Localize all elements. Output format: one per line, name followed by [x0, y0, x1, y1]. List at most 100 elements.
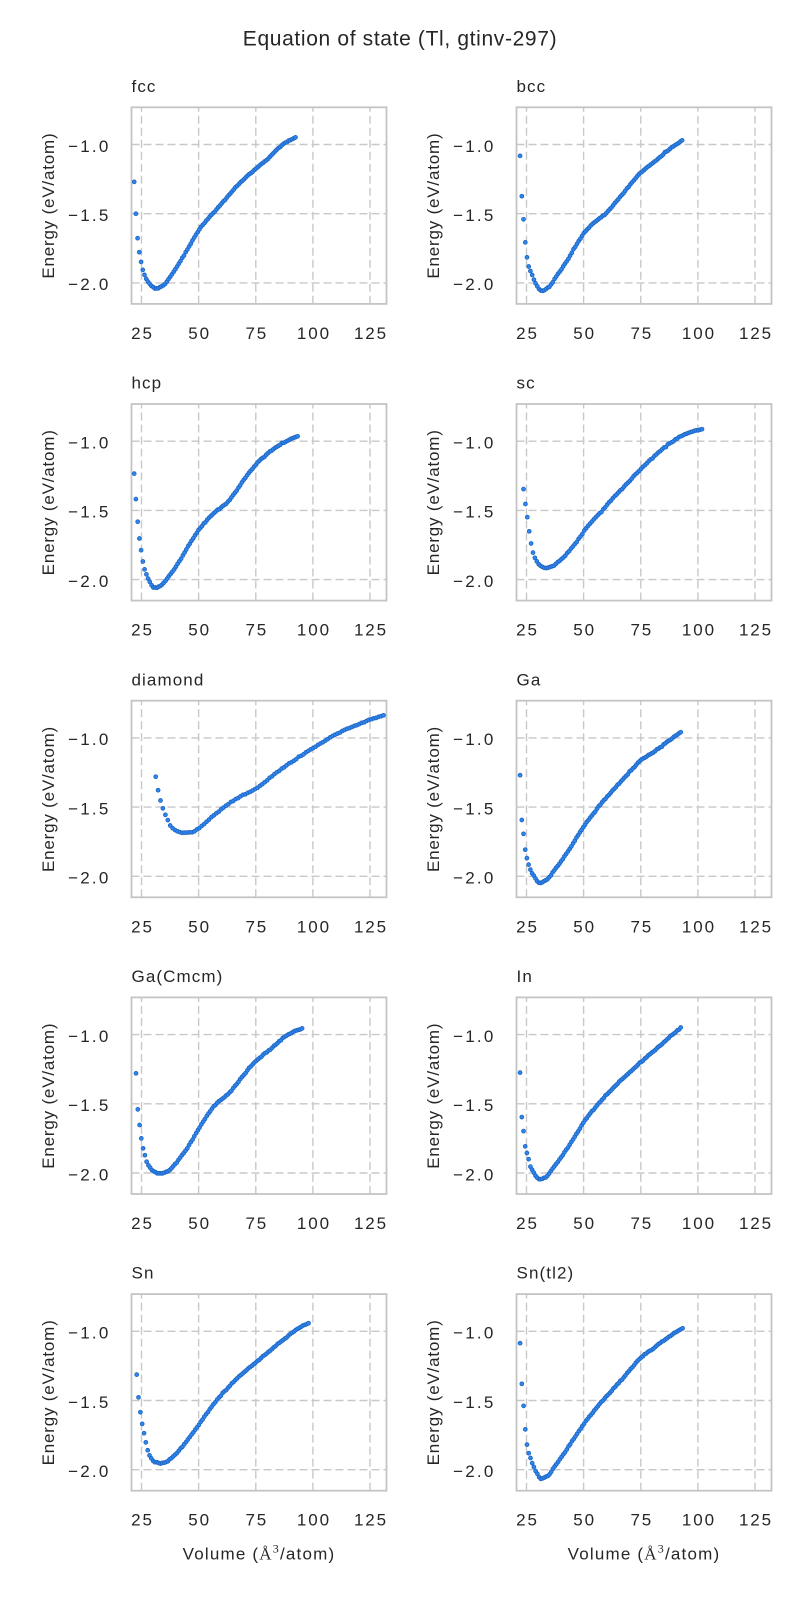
svg-text:bcc: bcc: [517, 77, 547, 96]
svg-text:50: 50: [188, 1511, 211, 1530]
svg-text:75: 75: [630, 1511, 653, 1530]
svg-text:−1.5: −1.5: [68, 206, 110, 225]
svg-text:−1.5: −1.5: [68, 1393, 110, 1412]
svg-text:−1.5: −1.5: [68, 799, 110, 818]
svg-text:100: 100: [297, 1511, 331, 1530]
svg-text:−1.0: −1.0: [68, 1324, 110, 1343]
svg-text:Sn(tl2): Sn(tl2): [517, 1264, 575, 1283]
svg-text:Energy (eV/atom): Energy (eV/atom): [39, 429, 58, 575]
svg-text:75: 75: [245, 324, 268, 343]
svg-text:Sn: Sn: [132, 1264, 155, 1283]
svg-text:125: 125: [354, 621, 388, 640]
svg-text:100: 100: [682, 1511, 716, 1530]
svg-text:25: 25: [131, 1214, 154, 1233]
svg-text:−2.0: −2.0: [68, 275, 110, 294]
svg-text:25: 25: [131, 917, 154, 936]
svg-text:−1.0: −1.0: [453, 1027, 495, 1046]
svg-text:Ga(Cmcm): Ga(Cmcm): [132, 967, 224, 986]
svg-text:100: 100: [297, 621, 331, 640]
svg-text:125: 125: [739, 1214, 773, 1233]
svg-text:−1.5: −1.5: [453, 503, 495, 522]
svg-text:−2.0: −2.0: [453, 1165, 495, 1184]
svg-text:−1.0: −1.0: [68, 1027, 110, 1046]
svg-text:75: 75: [245, 621, 268, 640]
svg-text:75: 75: [245, 1511, 268, 1530]
svg-text:−1.0: −1.0: [68, 434, 110, 453]
svg-text:25: 25: [131, 621, 154, 640]
svg-text:Ga: Ga: [517, 670, 542, 689]
svg-text:Energy (eV/atom): Energy (eV/atom): [39, 133, 58, 279]
svg-text:−1.0: −1.0: [453, 137, 495, 156]
svg-text:−1.0: −1.0: [453, 730, 495, 749]
svg-text:Energy (eV/atom): Energy (eV/atom): [424, 1319, 443, 1465]
svg-text:50: 50: [188, 1214, 211, 1233]
svg-text:50: 50: [573, 1214, 596, 1233]
svg-text:25: 25: [516, 324, 539, 343]
svg-text:Volume (Å3/atom): Volume (Å3/atom): [568, 1541, 721, 1563]
svg-text:50: 50: [573, 621, 596, 640]
svg-text:−2.0: −2.0: [453, 572, 495, 591]
svg-text:Equation of state (Tl, gtinv-2: Equation of state (Tl, gtinv-297): [243, 27, 557, 50]
svg-text:−1.5: −1.5: [68, 1096, 110, 1115]
svg-text:−1.5: −1.5: [453, 1393, 495, 1412]
svg-text:Energy (eV/atom): Energy (eV/atom): [424, 429, 443, 575]
svg-text:125: 125: [354, 1214, 388, 1233]
svg-text:50: 50: [188, 917, 211, 936]
svg-text:125: 125: [739, 324, 773, 343]
svg-text:−1.0: −1.0: [453, 1324, 495, 1343]
svg-text:25: 25: [516, 917, 539, 936]
svg-text:100: 100: [297, 1214, 331, 1233]
svg-text:Energy (eV/atom): Energy (eV/atom): [39, 1319, 58, 1465]
svg-text:50: 50: [573, 1511, 596, 1530]
svg-text:100: 100: [297, 917, 331, 936]
svg-text:125: 125: [354, 324, 388, 343]
svg-text:50: 50: [188, 621, 211, 640]
svg-text:−2.0: −2.0: [68, 869, 110, 888]
svg-text:−2.0: −2.0: [68, 1165, 110, 1184]
svg-text:25: 25: [516, 1511, 539, 1530]
svg-text:In: In: [517, 967, 533, 986]
svg-text:diamond: diamond: [132, 670, 205, 689]
svg-text:100: 100: [297, 324, 331, 343]
svg-text:125: 125: [739, 1511, 773, 1530]
svg-text:100: 100: [682, 1214, 716, 1233]
svg-text:−1.0: −1.0: [68, 730, 110, 749]
svg-text:125: 125: [739, 621, 773, 640]
svg-text:125: 125: [739, 917, 773, 936]
svg-text:100: 100: [682, 917, 716, 936]
svg-text:Volume (Å3/atom): Volume (Å3/atom): [183, 1541, 336, 1563]
svg-text:Energy (eV/atom): Energy (eV/atom): [424, 1023, 443, 1169]
svg-text:−1.5: −1.5: [453, 1096, 495, 1115]
svg-text:−1.0: −1.0: [453, 434, 495, 453]
svg-text:−2.0: −2.0: [68, 1462, 110, 1481]
svg-text:75: 75: [245, 1214, 268, 1233]
svg-text:−2.0: −2.0: [68, 572, 110, 591]
svg-text:−1.5: −1.5: [453, 206, 495, 225]
svg-text:Energy (eV/atom): Energy (eV/atom): [424, 133, 443, 279]
svg-text:−2.0: −2.0: [453, 275, 495, 294]
svg-text:75: 75: [630, 1214, 653, 1233]
svg-text:25: 25: [131, 324, 154, 343]
svg-text:75: 75: [630, 621, 653, 640]
svg-text:50: 50: [188, 324, 211, 343]
svg-text:−2.0: −2.0: [453, 869, 495, 888]
svg-text:fcc: fcc: [132, 77, 157, 96]
svg-text:125: 125: [354, 917, 388, 936]
svg-text:Energy (eV/atom): Energy (eV/atom): [39, 1023, 58, 1169]
svg-text:Energy (eV/atom): Energy (eV/atom): [39, 726, 58, 872]
svg-text:25: 25: [516, 1214, 539, 1233]
svg-text:100: 100: [682, 324, 716, 343]
svg-text:25: 25: [131, 1511, 154, 1530]
svg-text:sc: sc: [517, 374, 536, 393]
svg-text:125: 125: [354, 1511, 388, 1530]
svg-text:75: 75: [630, 917, 653, 936]
svg-text:75: 75: [245, 917, 268, 936]
svg-text:75: 75: [630, 324, 653, 343]
svg-text:−1.0: −1.0: [68, 137, 110, 156]
svg-text:−1.5: −1.5: [453, 799, 495, 818]
svg-text:−1.5: −1.5: [68, 503, 110, 522]
svg-text:−2.0: −2.0: [453, 1462, 495, 1481]
svg-text:50: 50: [573, 917, 596, 936]
svg-text:hcp: hcp: [132, 374, 163, 393]
svg-text:50: 50: [573, 324, 596, 343]
